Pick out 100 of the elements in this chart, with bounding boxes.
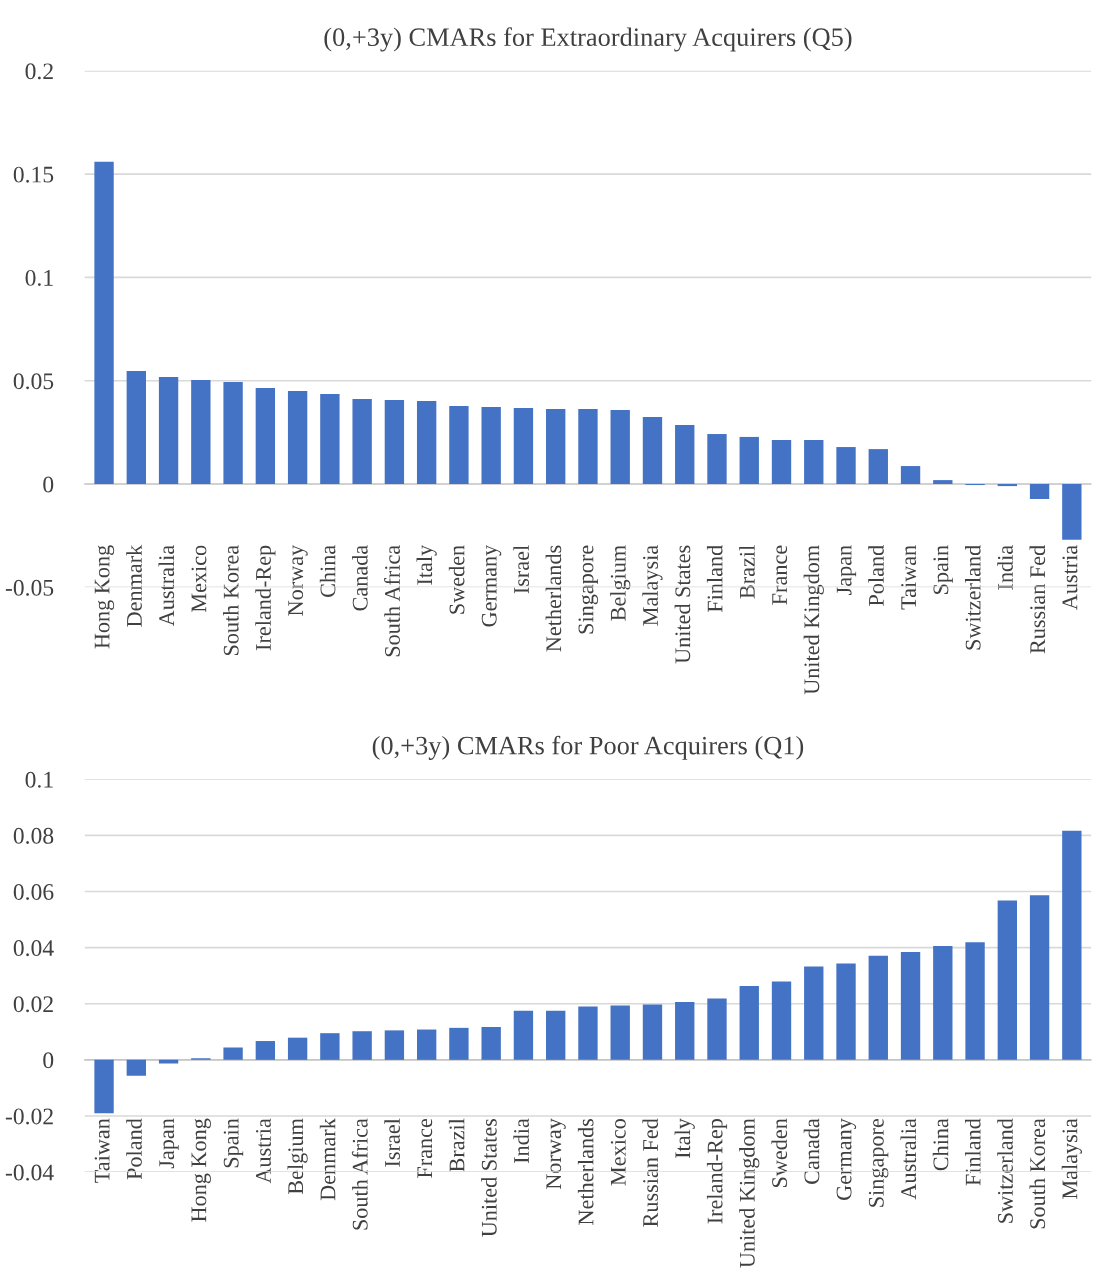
x-tick-label: Denmark (126, 544, 142, 627)
x-tick-label: Brazil (448, 1118, 465, 1172)
bar (1062, 484, 1082, 540)
bar (449, 1027, 469, 1060)
x-tick-label: Canada (352, 545, 368, 611)
x-tick-label: Taiwan (94, 1118, 110, 1183)
bar (352, 398, 372, 485)
x-tick-label: Finland (964, 1118, 981, 1186)
bar (739, 986, 759, 1060)
x-tick-label: Finland (706, 545, 723, 613)
bar (384, 1030, 405, 1060)
x-tick-label: Belgium (610, 545, 631, 621)
bar (352, 1031, 372, 1060)
bar (94, 161, 114, 485)
x-tick-label: Japan (836, 545, 857, 595)
bar (836, 447, 856, 485)
y-tick-label: 0.1 (25, 771, 53, 788)
x-tick-label: Norway (288, 544, 308, 616)
x-tick-label: United States (481, 1118, 497, 1237)
x-tick-label: Australia (158, 545, 175, 627)
y-tick-label: -0.04 (5, 1164, 54, 1181)
bar (642, 1004, 663, 1060)
y-tick-label: 0.02 (13, 996, 53, 1013)
chart-title: (0,+3y) CMARs for Extraordinary Acquirers (Q5) (324, 27, 852, 52)
x-tick-label: Switzerland (964, 545, 981, 650)
x-tick-label: Singapore (578, 545, 599, 634)
x-tick-label: Australia (900, 1118, 917, 1200)
x-tick-label: Austria (1062, 545, 1078, 611)
bar (933, 480, 953, 485)
bar (223, 1047, 243, 1060)
x-tick-label: Switzerland (997, 1118, 1013, 1223)
x-tick-label: Singapore (868, 1118, 889, 1207)
x-tick-label: France (417, 1118, 433, 1178)
x-tick-label: Netherlands (577, 1118, 594, 1225)
x-tick-label: Denmark (319, 1118, 336, 1201)
bar (126, 1059, 146, 1076)
bar (578, 1006, 598, 1060)
x-tick-label: India (997, 545, 1013, 590)
bar (771, 981, 792, 1060)
x-tick-label: Mexico (191, 545, 207, 613)
bar (416, 1029, 437, 1060)
bar (868, 449, 888, 485)
x-tick-label: Canada (803, 1118, 820, 1184)
y-tick-label: 0.05 (13, 373, 54, 390)
x-tick-label: Israel (513, 545, 529, 594)
x-tick-label: Malaysia (1061, 1118, 1082, 1199)
bar (707, 434, 727, 485)
x-tick-label: Italy (674, 1118, 695, 1159)
bar (513, 408, 534, 485)
bar (94, 1059, 114, 1114)
x-tick-label: Netherlands (545, 545, 562, 652)
x-tick-label: South Korea (223, 545, 239, 656)
bar (578, 409, 598, 485)
y-tick-label: 0 (43, 1052, 54, 1069)
bar (771, 440, 792, 485)
x-tick-label: United Kingdom (803, 545, 824, 695)
bar (965, 942, 985, 1060)
bar (1062, 830, 1082, 1060)
x-tick-label: Norway (546, 1118, 566, 1190)
bar (868, 955, 888, 1060)
bar (610, 1005, 630, 1060)
x-tick-label: Spain (933, 545, 953, 594)
x-tick-label: India (513, 1118, 529, 1164)
x-tick-label: Russian Fed (642, 1118, 659, 1227)
y-tick-label: -0.05 (5, 579, 54, 596)
bar (223, 381, 243, 485)
y-tick-label: 0.2 (25, 63, 53, 80)
bar (481, 406, 501, 485)
bar (804, 440, 824, 485)
bar (900, 952, 921, 1060)
bar (287, 1037, 308, 1060)
x-tick-label: Taiwan (901, 545, 917, 610)
y-tick-label: 0.15 (13, 166, 54, 183)
x-tick-label: China (319, 545, 336, 597)
bar (287, 391, 308, 485)
bar (481, 1027, 501, 1060)
x-tick-label: Belgium (287, 1118, 308, 1195)
bar (675, 1002, 695, 1060)
bar (449, 405, 469, 485)
x-tick-label: South Africa (384, 545, 400, 657)
x-tick-label: China (932, 1118, 949, 1171)
bar (320, 393, 340, 485)
bar (546, 409, 566, 485)
x-tick-label: Poland (868, 545, 884, 606)
x-tick-label: Hong Kong (191, 1118, 211, 1222)
bar (384, 399, 405, 485)
bar (933, 945, 953, 1060)
x-tick-label: France (772, 545, 788, 605)
x-tick-label: Ireland-Rep (255, 545, 276, 651)
y-tick-label: -0.02 (5, 1108, 53, 1125)
x-tick-label: Hong Kong (94, 545, 115, 649)
bar (255, 387, 276, 485)
chart-title: (0,+3y) CMARs for Poor Acquirers (Q1) (372, 735, 804, 760)
bar (1029, 895, 1050, 1060)
bar (255, 1041, 276, 1060)
x-tick-label: South Africa (351, 1118, 368, 1230)
bar (320, 1033, 340, 1060)
x-tick-label: Ireland-Rep (706, 1119, 728, 1224)
bar (997, 484, 1017, 487)
x-tick-label: United States (674, 545, 691, 664)
